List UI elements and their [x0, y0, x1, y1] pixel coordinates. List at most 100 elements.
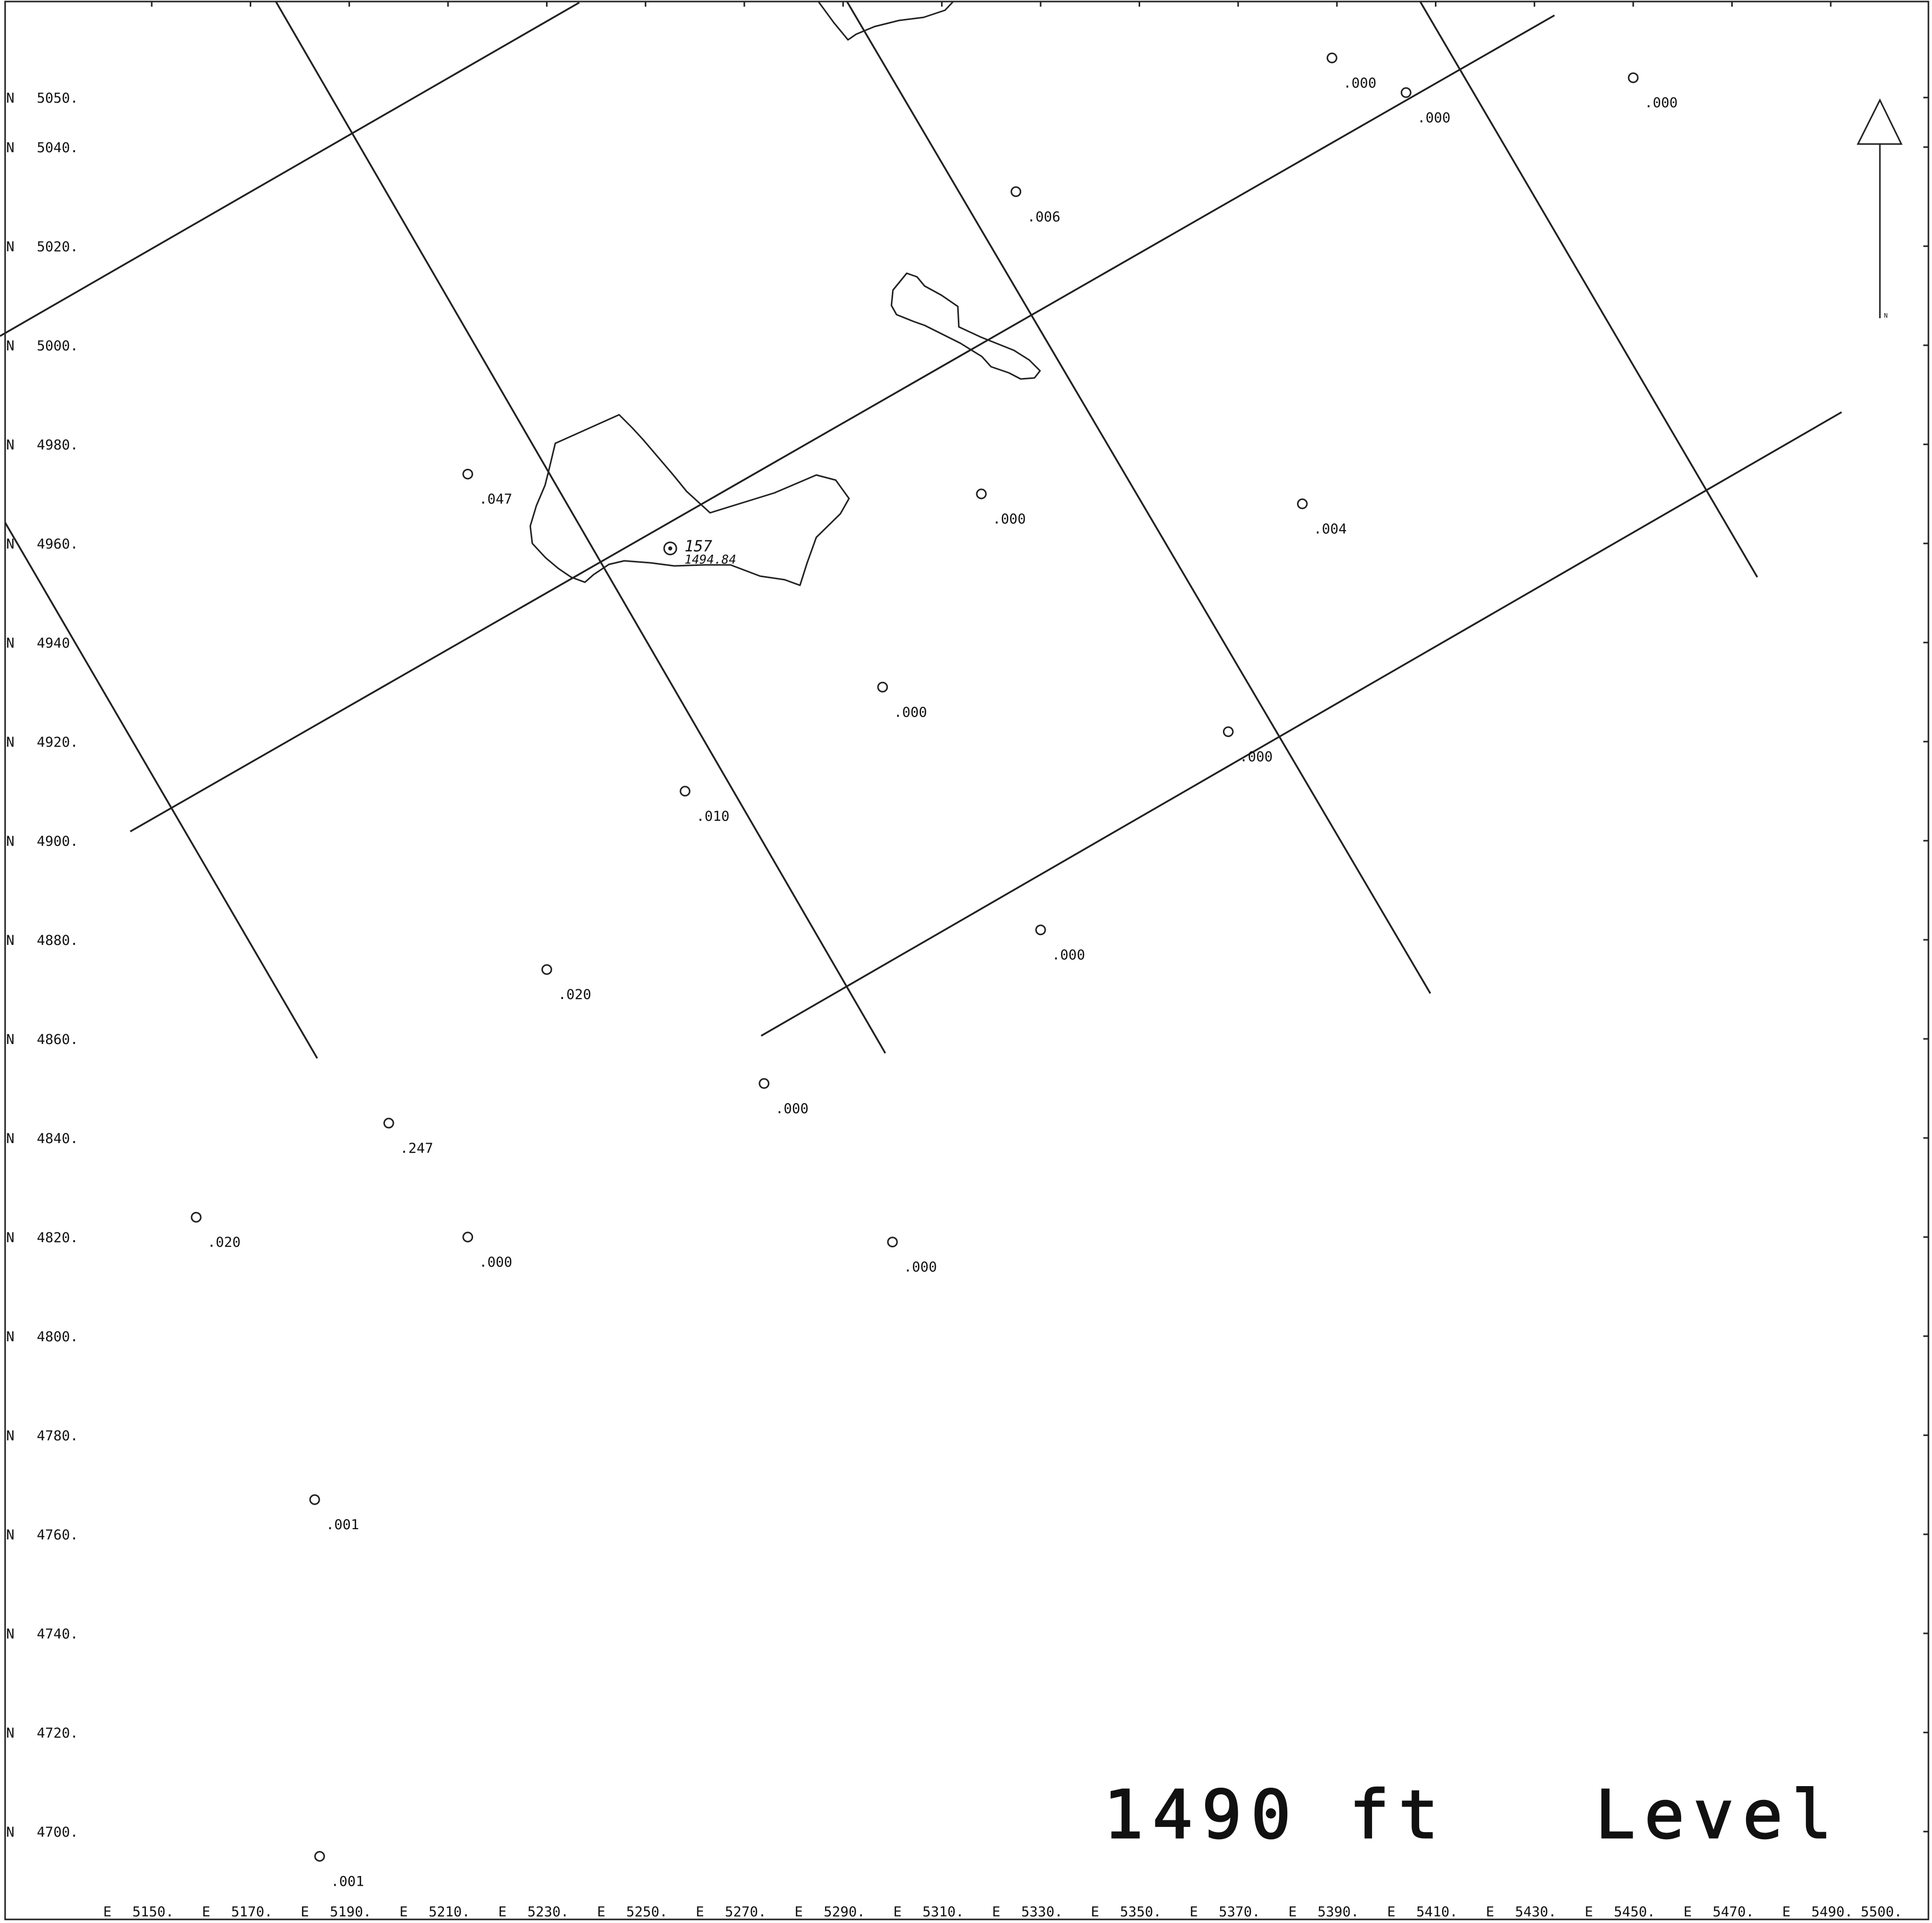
- sample-point: [462, 468, 474, 480]
- northing-label: 4840.: [37, 1131, 78, 1147]
- drillhole-dot: [668, 546, 673, 551]
- easting-prefix: E: [1190, 1904, 1198, 1920]
- easting-label: 5470.: [1712, 1904, 1754, 1920]
- sample-value: .000: [1644, 95, 1678, 111]
- sample-point: [314, 1851, 325, 1862]
- sample-value: .000: [894, 704, 927, 720]
- northing-label: 4860.: [37, 1032, 78, 1048]
- drillhole-elevation: 1494.84: [685, 553, 736, 567]
- northing-prefix: N: [6, 1131, 14, 1147]
- northing-prefix: N: [6, 1032, 14, 1048]
- northing-prefix: N: [6, 1329, 14, 1345]
- northing-prefix: N: [6, 1626, 14, 1642]
- northing-label: 5020.: [37, 239, 78, 255]
- easting-prefix: E: [696, 1904, 704, 1920]
- northing-label: 4940: [37, 635, 70, 651]
- ore-outlines: [529, 1, 1041, 586]
- ore-body-outline: [817, 1, 954, 41]
- northing-label: 5000.: [37, 338, 78, 354]
- sample-value: .004: [1313, 521, 1347, 537]
- sample-point: [1010, 186, 1022, 197]
- sample-value: .047: [479, 491, 512, 507]
- northing-prefix: N: [6, 536, 14, 552]
- northing-label: 4960.: [37, 536, 78, 552]
- northing-label: 5040.: [37, 140, 78, 156]
- northing-label: 4920.: [37, 734, 78, 750]
- northing-label: 4800.: [37, 1329, 78, 1345]
- northing-prefix: N: [6, 734, 14, 750]
- easting-label: 5210.: [429, 1904, 470, 1920]
- drillhole-number: 157: [685, 538, 712, 556]
- easting-prefix: E: [1585, 1904, 1593, 1920]
- northing-prefix: N: [6, 1725, 14, 1741]
- sample-value: .000: [479, 1254, 512, 1270]
- northing-label: 4900.: [37, 834, 78, 849]
- easting-label: 5330.: [1021, 1904, 1063, 1920]
- easting-prefix: E: [498, 1904, 506, 1920]
- sample-value: .001: [326, 1517, 359, 1533]
- northing-prefix: N: [6, 140, 14, 156]
- north-arrow-head: [1856, 98, 1903, 145]
- northing-prefix: N: [6, 1527, 14, 1543]
- section-line: [0, 2, 580, 337]
- section-line: [846, 1, 1431, 994]
- sample-value: .000: [775, 1101, 809, 1117]
- easting-prefix: E: [1782, 1904, 1790, 1920]
- northing-prefix: N: [6, 437, 14, 453]
- easting-prefix: E: [202, 1904, 210, 1920]
- sample-point: [759, 1078, 770, 1089]
- sample-value: .247: [400, 1141, 433, 1156]
- northing-prefix: N: [6, 1428, 14, 1444]
- sample-point: [1628, 72, 1639, 83]
- easting-prefix: E: [1683, 1904, 1691, 1920]
- sample-point: [1326, 52, 1337, 63]
- sample-value: .001: [331, 1874, 364, 1890]
- sample-value: .000: [1239, 749, 1273, 765]
- section-line: [130, 14, 1555, 833]
- sample-value: .000: [1417, 110, 1450, 126]
- northing-label: 4740.: [37, 1626, 78, 1642]
- sample-point: [383, 1118, 394, 1129]
- northing-prefix: N: [6, 1230, 14, 1246]
- drillhole-ring: [663, 541, 677, 556]
- sample-point: [462, 1231, 474, 1243]
- easting-label: 5430.: [1515, 1904, 1557, 1920]
- sample-value: .000: [1343, 75, 1376, 91]
- northing-prefix: N: [6, 338, 14, 354]
- section-line: [4, 522, 318, 1059]
- northing-prefix: N: [6, 933, 14, 948]
- sample-point: [1297, 498, 1308, 509]
- northing-prefix: N: [6, 834, 14, 849]
- sample-value: .000: [1052, 947, 1085, 963]
- easting-label: 5270.: [725, 1904, 766, 1920]
- axis-ticks: [151, 2, 1928, 1833]
- ore-body-outline: [529, 414, 850, 586]
- easting-label: 5310.: [923, 1904, 964, 1920]
- easting-label: 5490.: [1811, 1904, 1853, 1920]
- sample-point: [877, 681, 888, 693]
- northing-prefix: N: [6, 1824, 14, 1840]
- sample-point: [1222, 726, 1234, 738]
- easting-label: 5230.: [527, 1904, 569, 1920]
- section-line: [761, 411, 1842, 1037]
- sample-point: [309, 1494, 320, 1505]
- north-arrow-label: N: [1884, 312, 1888, 319]
- sample-value: .010: [696, 809, 729, 824]
- section-line: [1419, 1, 1758, 578]
- north-arrow: [1856, 98, 1903, 318]
- easting-prefix: E: [103, 1904, 111, 1920]
- easting-label: 5170.: [231, 1904, 272, 1920]
- map-frame: [4, 1, 1929, 1920]
- easting-prefix: E: [1091, 1904, 1099, 1920]
- easting-label: 5370.: [1219, 1904, 1260, 1920]
- northing-label: 4780.: [37, 1428, 78, 1444]
- easting-prefix: E: [1486, 1904, 1494, 1920]
- easting-prefix: E: [1387, 1904, 1395, 1920]
- easting-prefix: E: [893, 1904, 902, 1920]
- northing-label: 4820.: [37, 1230, 78, 1246]
- northing-label: 4980.: [37, 437, 78, 453]
- easting-prefix: E: [794, 1904, 803, 1920]
- easting-prefix: E: [1288, 1904, 1297, 1920]
- sample-value: .000: [904, 1260, 937, 1275]
